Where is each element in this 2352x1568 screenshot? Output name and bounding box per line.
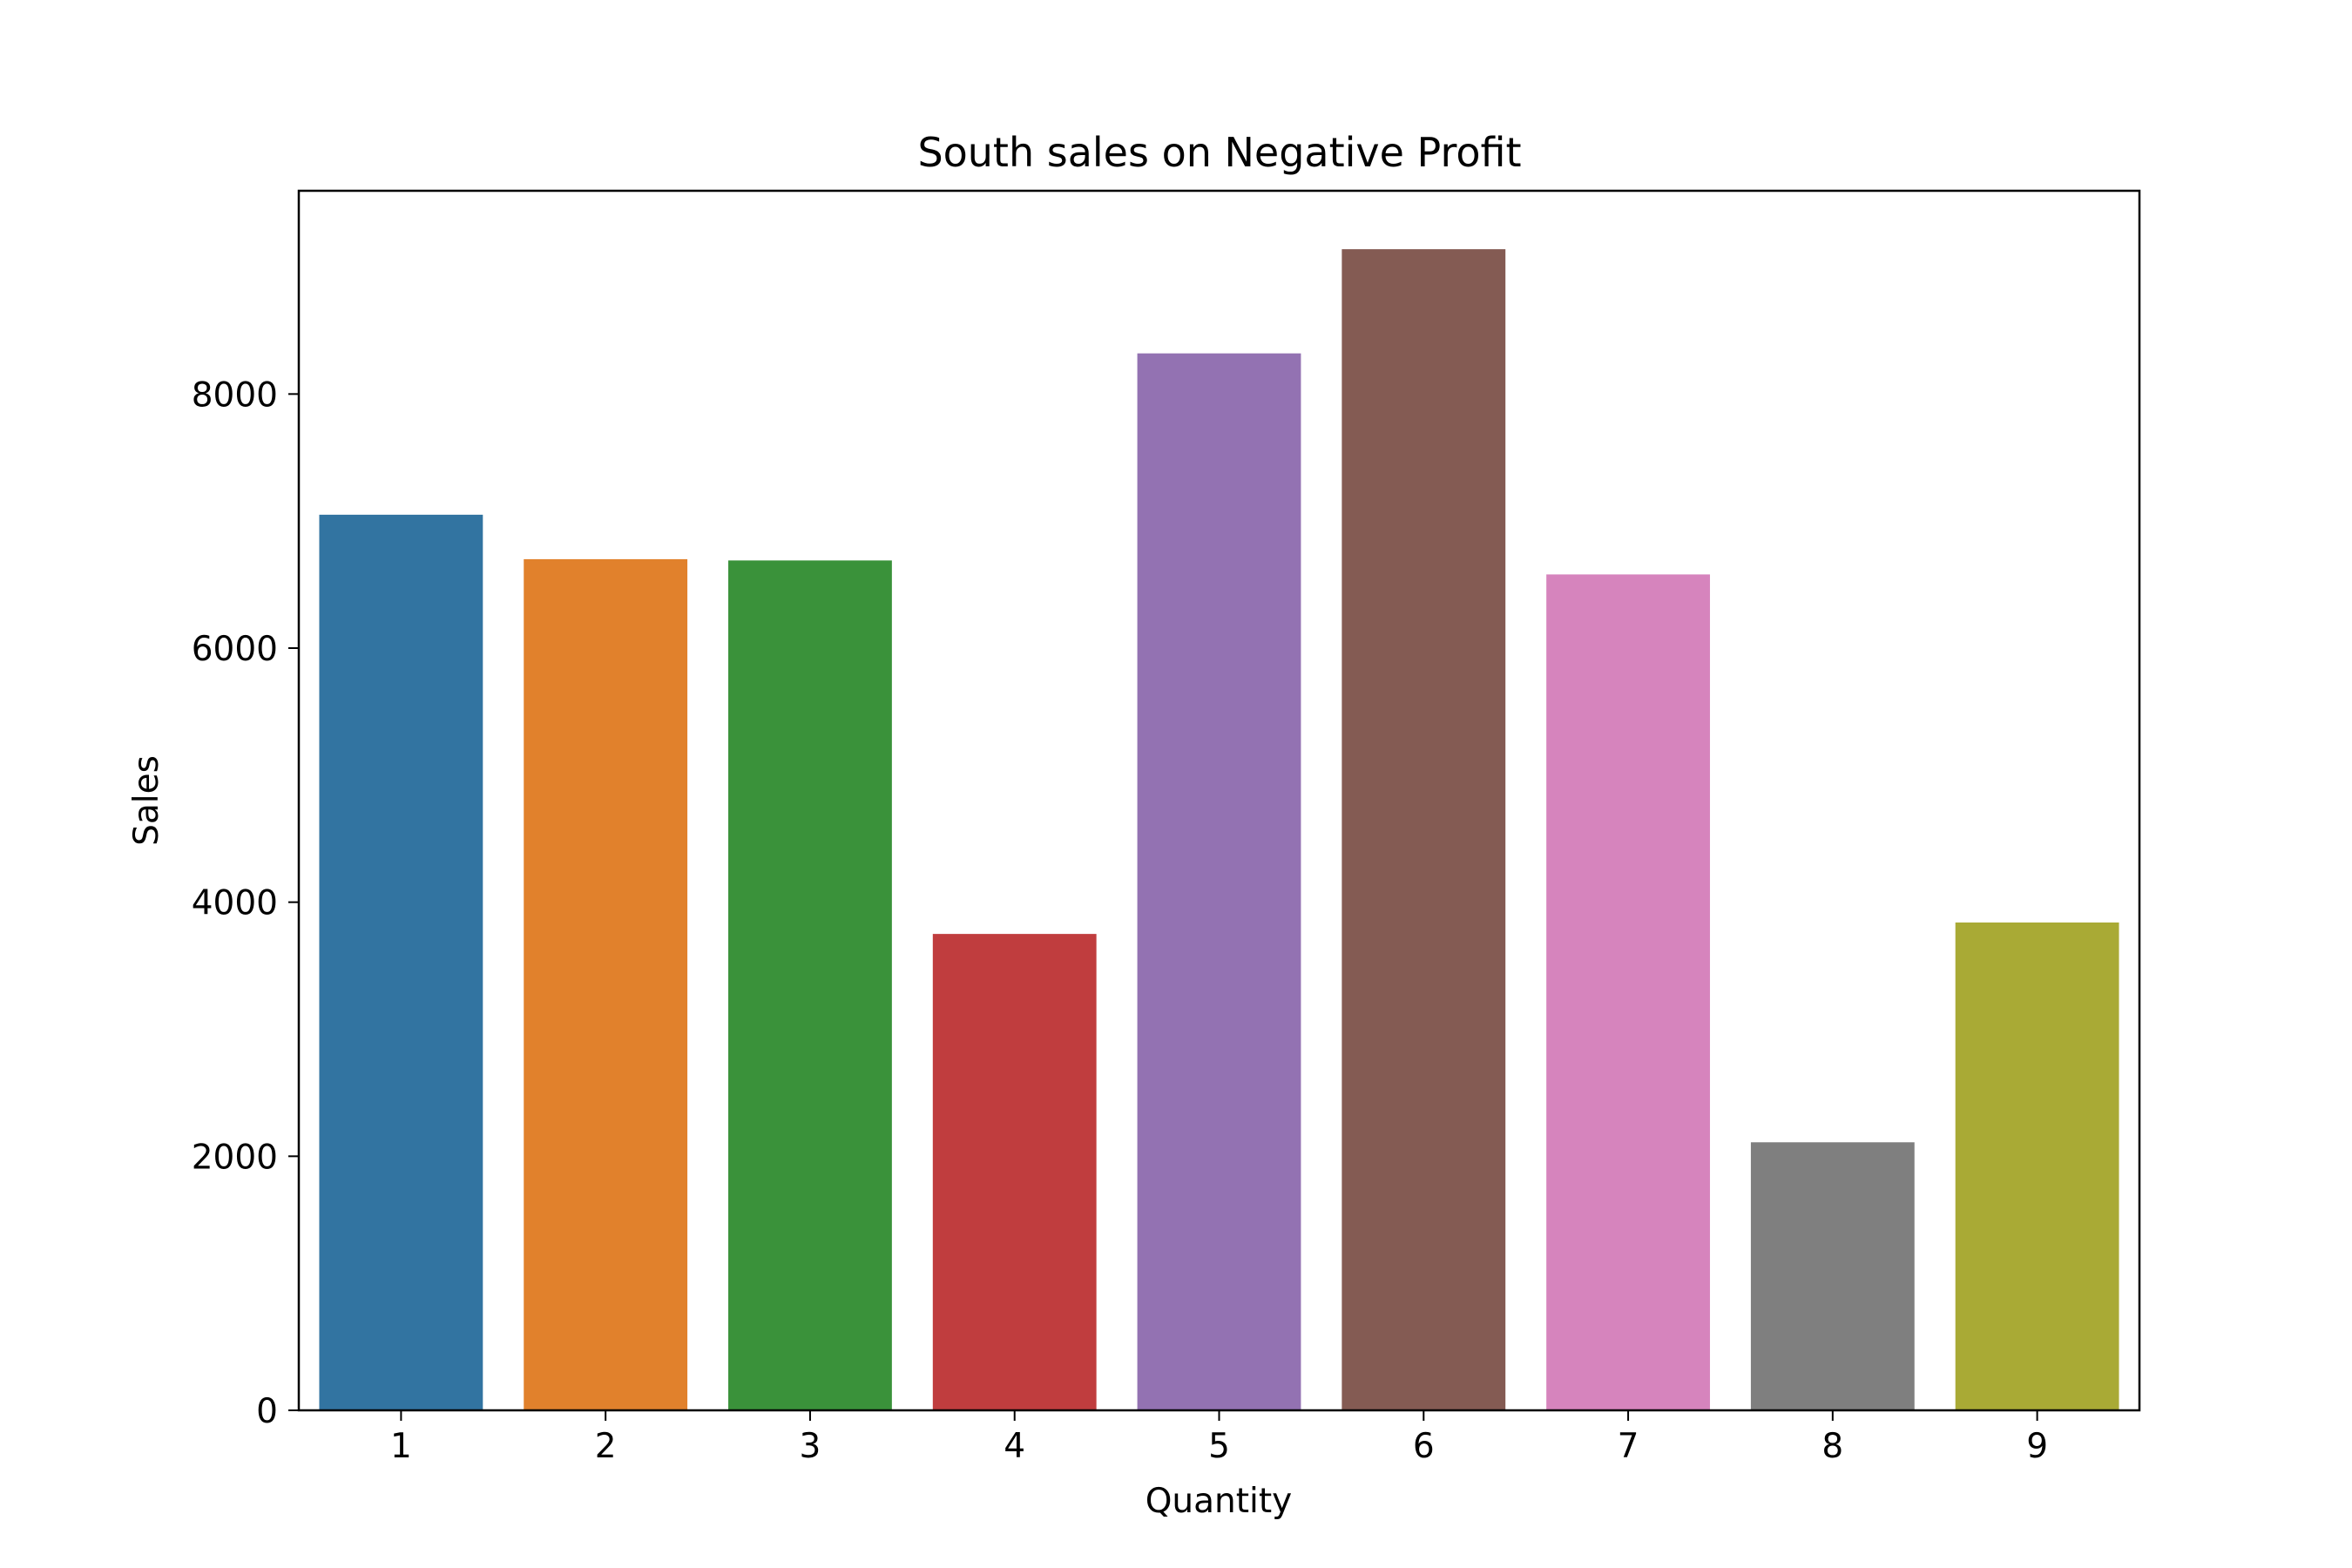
y-axis-ticks: 0 2000 4000 6000 8000 — [192, 375, 299, 1431]
y-axis-label: Sales — [127, 755, 166, 846]
bar-6 — [1342, 249, 1506, 1410]
x-tick-label: 5 — [1208, 1427, 1230, 1466]
bar-8 — [1750, 1142, 1915, 1410]
bars-group — [319, 249, 2119, 1411]
x-tick-label: 7 — [1618, 1427, 1639, 1466]
chart-title: South sales on Negative Profit — [917, 129, 1521, 176]
bar-1 — [319, 514, 483, 1410]
x-axis-ticks: 1 2 3 4 5 6 7 8 9 — [390, 1410, 2048, 1466]
x-tick-label: 9 — [2026, 1427, 2048, 1466]
x-tick-label: 8 — [1821, 1427, 1843, 1466]
bar-5 — [1137, 353, 1301, 1411]
x-tick-label: 4 — [1004, 1427, 1025, 1466]
y-tick-label: 6000 — [192, 630, 278, 669]
y-tick-label: 8000 — [192, 375, 278, 415]
y-tick-label: 2000 — [192, 1138, 278, 1177]
bar-3 — [728, 560, 892, 1410]
bar-7 — [1546, 574, 1710, 1410]
x-tick-label: 2 — [595, 1427, 617, 1466]
y-tick-label: 0 — [256, 1392, 278, 1431]
plot-frame — [297, 189, 2141, 1412]
x-tick-label: 6 — [1413, 1427, 1435, 1466]
y-tick-label: 4000 — [192, 884, 278, 923]
x-tick-label: 1 — [390, 1427, 412, 1466]
bar-2 — [524, 558, 688, 1410]
x-tick-label: 3 — [800, 1427, 821, 1466]
bar-4 — [932, 934, 1097, 1410]
x-axis-label: Quantity — [1146, 1482, 1293, 1521]
bar-9 — [1955, 923, 2119, 1410]
